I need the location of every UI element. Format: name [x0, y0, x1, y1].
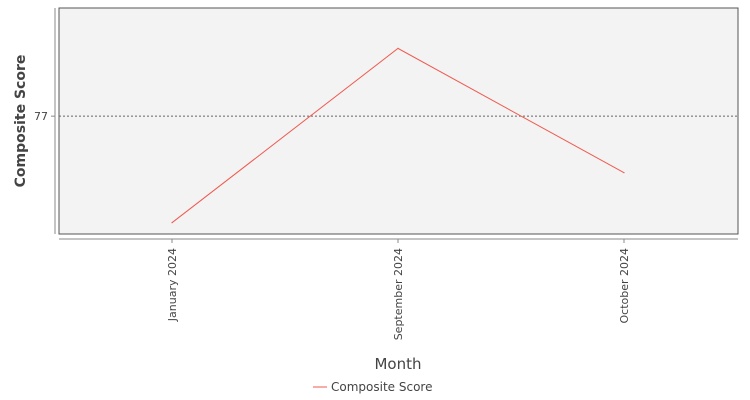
y-axis-ticks: 77 — [34, 110, 55, 123]
x-tick-label: October 2024 — [618, 248, 631, 324]
x-tick-label: January 2024 — [166, 248, 179, 322]
legend-label: Composite Score — [331, 380, 432, 394]
x-tick-label: September 2024 — [392, 248, 405, 340]
series-layer — [171, 47, 625, 224]
y-tick-label: 77 — [34, 110, 48, 123]
x-axis-title: Month — [374, 355, 421, 373]
data-point — [623, 172, 625, 174]
x-axis-ticks: January 2024 September 2024 October 2024 — [166, 239, 631, 340]
plot-area — [58, 7, 739, 235]
y-axis-title: Composite Score — [13, 55, 29, 188]
data-point — [171, 222, 173, 224]
data-point — [397, 47, 399, 50]
legend: Composite Score — [313, 380, 432, 394]
